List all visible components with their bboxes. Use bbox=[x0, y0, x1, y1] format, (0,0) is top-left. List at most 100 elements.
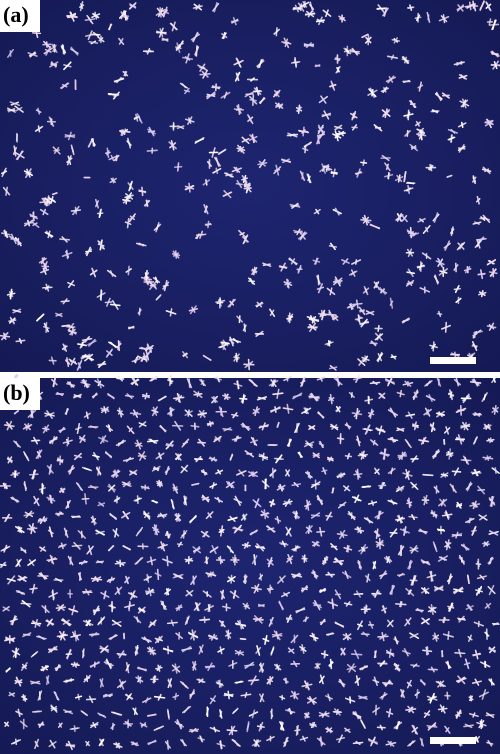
particle bbox=[308, 425, 315, 430]
particle bbox=[365, 425, 370, 434]
particle bbox=[351, 412, 363, 416]
particle bbox=[195, 4, 201, 11]
particle bbox=[364, 604, 368, 615]
particle bbox=[486, 455, 490, 461]
particle bbox=[107, 23, 113, 31]
particle bbox=[262, 452, 265, 461]
particle bbox=[483, 541, 489, 547]
particle bbox=[54, 577, 62, 583]
particle bbox=[38, 257, 47, 264]
particle bbox=[473, 652, 481, 657]
particle bbox=[141, 637, 152, 643]
particle bbox=[412, 232, 417, 237]
particle bbox=[242, 575, 248, 583]
particle bbox=[363, 517, 374, 524]
particle bbox=[169, 22, 178, 31]
particle bbox=[95, 529, 105, 536]
particle bbox=[334, 57, 341, 61]
particle bbox=[238, 229, 247, 238]
particle bbox=[235, 182, 243, 186]
particle bbox=[129, 3, 137, 9]
particle bbox=[398, 546, 404, 555]
particle bbox=[85, 411, 89, 419]
particle bbox=[233, 526, 243, 532]
particle bbox=[331, 487, 335, 494]
particle bbox=[206, 512, 213, 518]
particle bbox=[395, 663, 399, 671]
particle bbox=[92, 12, 100, 19]
particle bbox=[419, 737, 425, 747]
particle bbox=[226, 729, 238, 732]
particle bbox=[410, 575, 417, 586]
particle bbox=[332, 133, 342, 139]
particle bbox=[37, 517, 48, 523]
particle bbox=[270, 647, 275, 655]
particle bbox=[109, 303, 121, 307]
particle bbox=[363, 355, 369, 363]
particle bbox=[6, 107, 16, 113]
particle bbox=[416, 608, 423, 613]
particle bbox=[218, 528, 225, 533]
particle bbox=[302, 616, 309, 622]
particle bbox=[472, 501, 477, 508]
particle bbox=[283, 592, 288, 597]
particle bbox=[34, 710, 40, 713]
particle bbox=[101, 436, 105, 443]
particle bbox=[83, 467, 91, 471]
particle bbox=[412, 423, 419, 429]
particle bbox=[338, 15, 346, 22]
particle bbox=[157, 395, 167, 402]
particle bbox=[417, 84, 424, 89]
particle bbox=[45, 620, 55, 625]
particle bbox=[404, 438, 412, 449]
particle bbox=[484, 660, 487, 668]
particle bbox=[231, 167, 242, 173]
particle bbox=[275, 103, 284, 108]
particle bbox=[319, 527, 323, 537]
particle bbox=[62, 439, 73, 444]
particle bbox=[281, 540, 286, 548]
particle bbox=[55, 664, 60, 672]
particle bbox=[242, 602, 251, 610]
particle bbox=[85, 740, 91, 747]
particle bbox=[114, 562, 126, 565]
particle bbox=[450, 228, 455, 234]
particle bbox=[223, 427, 232, 432]
particle bbox=[369, 224, 381, 229]
particle bbox=[283, 159, 289, 163]
particle bbox=[285, 528, 292, 536]
particle bbox=[417, 133, 425, 137]
particle bbox=[105, 348, 114, 358]
particle bbox=[116, 377, 125, 380]
particle bbox=[85, 619, 92, 627]
particle bbox=[309, 315, 314, 322]
particle bbox=[134, 556, 144, 565]
particle bbox=[446, 174, 453, 178]
particle bbox=[321, 711, 327, 718]
particle bbox=[401, 689, 404, 698]
particle bbox=[42, 261, 48, 272]
particle bbox=[448, 573, 452, 585]
particle bbox=[323, 110, 330, 120]
particle bbox=[58, 543, 67, 549]
particle bbox=[398, 451, 406, 460]
particle bbox=[232, 739, 240, 746]
particle bbox=[278, 486, 285, 490]
particle bbox=[476, 575, 487, 580]
particle bbox=[62, 298, 68, 305]
particle bbox=[140, 355, 146, 362]
particle bbox=[275, 164, 280, 176]
particle bbox=[412, 663, 418, 668]
particle bbox=[415, 688, 419, 699]
particle bbox=[403, 526, 407, 536]
particle bbox=[452, 484, 455, 492]
particle bbox=[319, 674, 324, 685]
particle bbox=[354, 494, 360, 504]
particle bbox=[386, 55, 399, 59]
particle bbox=[99, 647, 110, 651]
particle bbox=[326, 727, 333, 733]
particle bbox=[266, 558, 274, 566]
particle bbox=[455, 436, 465, 442]
particle bbox=[410, 481, 419, 490]
particle bbox=[445, 511, 449, 519]
